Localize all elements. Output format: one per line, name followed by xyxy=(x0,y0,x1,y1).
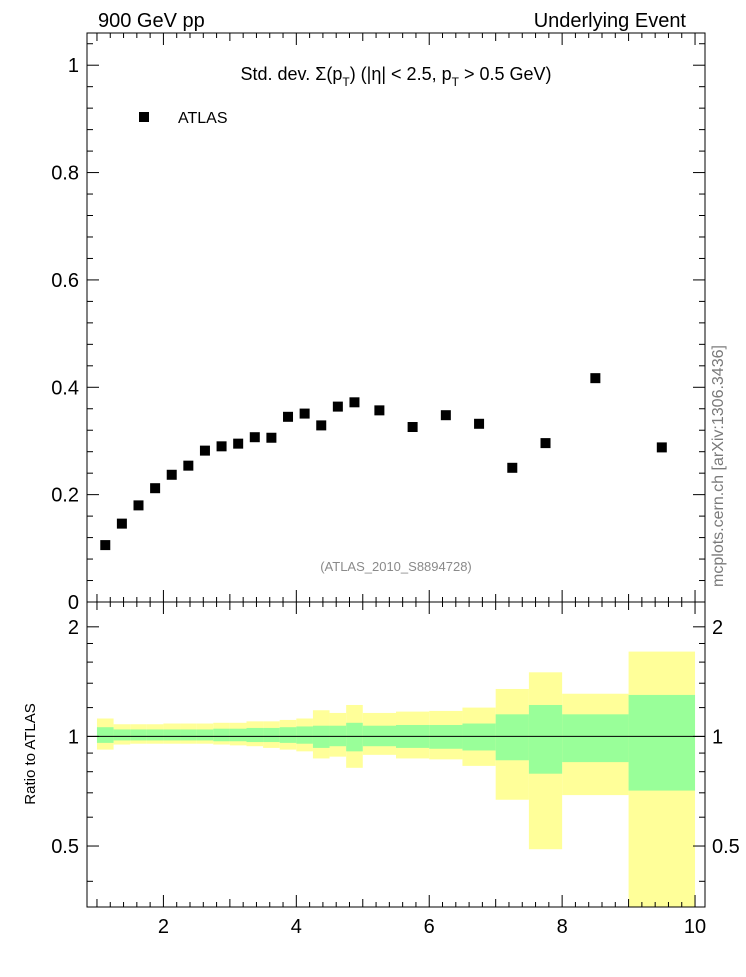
ratio-band-green xyxy=(246,727,264,743)
y-tick-label: 1 xyxy=(68,55,79,77)
ratio-band-green xyxy=(130,729,147,741)
data-point xyxy=(332,401,343,412)
ratio-y-tick-label-right: 0.5 xyxy=(712,836,740,858)
ratio-band-green xyxy=(495,714,529,761)
ratio-band-green xyxy=(562,714,629,763)
ratio-band-green xyxy=(163,729,181,741)
data-point xyxy=(199,445,210,456)
side-watermark: mcplots.cern.ch [arXiv:1306.3436] xyxy=(710,345,727,587)
y-tick-label: 0 xyxy=(68,592,79,614)
ratio-y-tick-label: 0.5 xyxy=(51,836,79,858)
plot-title: Std. dev. Σ(pT) (|η| < 2.5, pT > 0.5 GeV… xyxy=(241,64,552,89)
x-tick-label: 2 xyxy=(158,916,169,938)
ratio-band-green xyxy=(628,694,696,791)
data-point xyxy=(407,422,418,433)
ratio-y-tick-label-right: 1 xyxy=(712,726,723,748)
data-points xyxy=(100,373,667,551)
plot-frames xyxy=(86,32,706,908)
data-point xyxy=(266,432,277,443)
data-point xyxy=(590,373,601,384)
header-left: 900 GeV pp xyxy=(98,10,205,32)
ratio-band-green xyxy=(462,723,496,751)
data-point xyxy=(507,462,518,473)
ratio-band-green xyxy=(528,704,563,774)
x-tick-label: 8 xyxy=(557,916,568,938)
x-tick-label: 4 xyxy=(291,916,302,938)
ratio-band-green xyxy=(180,729,197,741)
data-point xyxy=(374,405,385,416)
tick-labels: 2 4 6 8 10 0 0.2 0.4 0.6 0.8 1 0.5 0.5 1 1 2 2 xyxy=(51,55,740,938)
ratio-y-tick-label: 1 xyxy=(68,726,79,748)
data-point xyxy=(133,500,144,511)
ratio-y-axis-label: Ratio to ATLAS xyxy=(22,703,39,804)
ratio-band-green xyxy=(296,726,313,744)
ratio-panel-frame xyxy=(86,601,706,908)
data-point xyxy=(183,460,194,471)
ratio-band-green xyxy=(196,729,214,741)
ratio-band-green xyxy=(213,728,230,742)
y-tick-label: 0.8 xyxy=(51,163,79,185)
x-tick-label: 10 xyxy=(684,916,706,938)
ratio-band-green xyxy=(229,728,247,742)
ratio-band-green xyxy=(279,727,297,743)
y-tick-label: 0.2 xyxy=(51,485,79,507)
ratio-band-green xyxy=(346,722,363,752)
ratio-error-bands xyxy=(87,651,705,907)
data-point xyxy=(100,540,111,551)
data-point xyxy=(316,420,327,431)
ratio-band-green xyxy=(146,729,164,741)
ratio-band-green xyxy=(113,729,131,741)
data-point xyxy=(299,408,310,419)
legend-marker-atlas xyxy=(139,112,149,122)
data-point xyxy=(656,442,667,453)
data-point xyxy=(540,438,551,449)
data-point xyxy=(474,418,485,429)
data-point xyxy=(116,518,127,529)
y-tick-label: 0.6 xyxy=(51,270,79,292)
data-point xyxy=(349,397,360,408)
ratio-band-green xyxy=(263,727,280,743)
data-point xyxy=(166,469,177,480)
data-point xyxy=(216,441,227,452)
x-tick-label: 6 xyxy=(424,916,435,938)
ratio-y-tick-label-right: 2 xyxy=(712,617,723,639)
analysis-watermark: (ATLAS_2010_S8894728) xyxy=(320,559,472,574)
data-point xyxy=(440,410,451,421)
data-point xyxy=(233,438,244,449)
data-point xyxy=(283,411,294,422)
legend-label-atlas: ATLAS xyxy=(178,110,228,127)
y-tick-label: 0.4 xyxy=(51,377,79,399)
ratio-band-green xyxy=(96,727,114,743)
ratio-y-tick-label: 2 xyxy=(68,617,79,639)
header-right: Underlying Event xyxy=(534,10,687,32)
data-point xyxy=(249,432,260,443)
axis-ticks xyxy=(87,33,705,907)
data-point xyxy=(150,483,161,494)
